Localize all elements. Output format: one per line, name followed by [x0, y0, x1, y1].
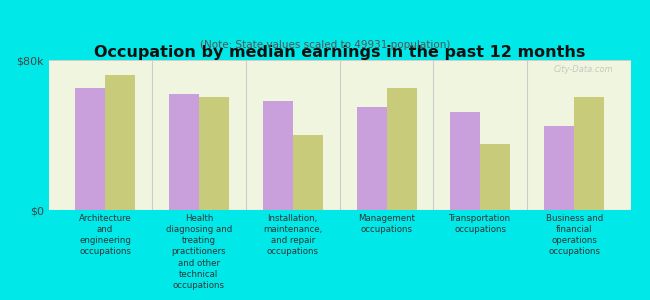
Bar [480, 144, 510, 210]
Bar [169, 94, 199, 210]
Bar [75, 88, 105, 210]
Bar [263, 101, 292, 210]
Bar [544, 126, 574, 210]
Bar [387, 88, 417, 210]
Bar [199, 98, 229, 210]
Bar [105, 75, 135, 210]
Text: (Note: State values scaled to 49931 population): (Note: State values scaled to 49931 popu… [200, 40, 450, 50]
Bar [356, 107, 387, 210]
Text: City-Data.com: City-Data.com [553, 64, 613, 74]
Bar [450, 112, 480, 210]
Title: Occupation by median earnings in the past 12 months: Occupation by median earnings in the pas… [94, 45, 585, 60]
Bar [574, 98, 605, 210]
Bar [292, 135, 323, 210]
